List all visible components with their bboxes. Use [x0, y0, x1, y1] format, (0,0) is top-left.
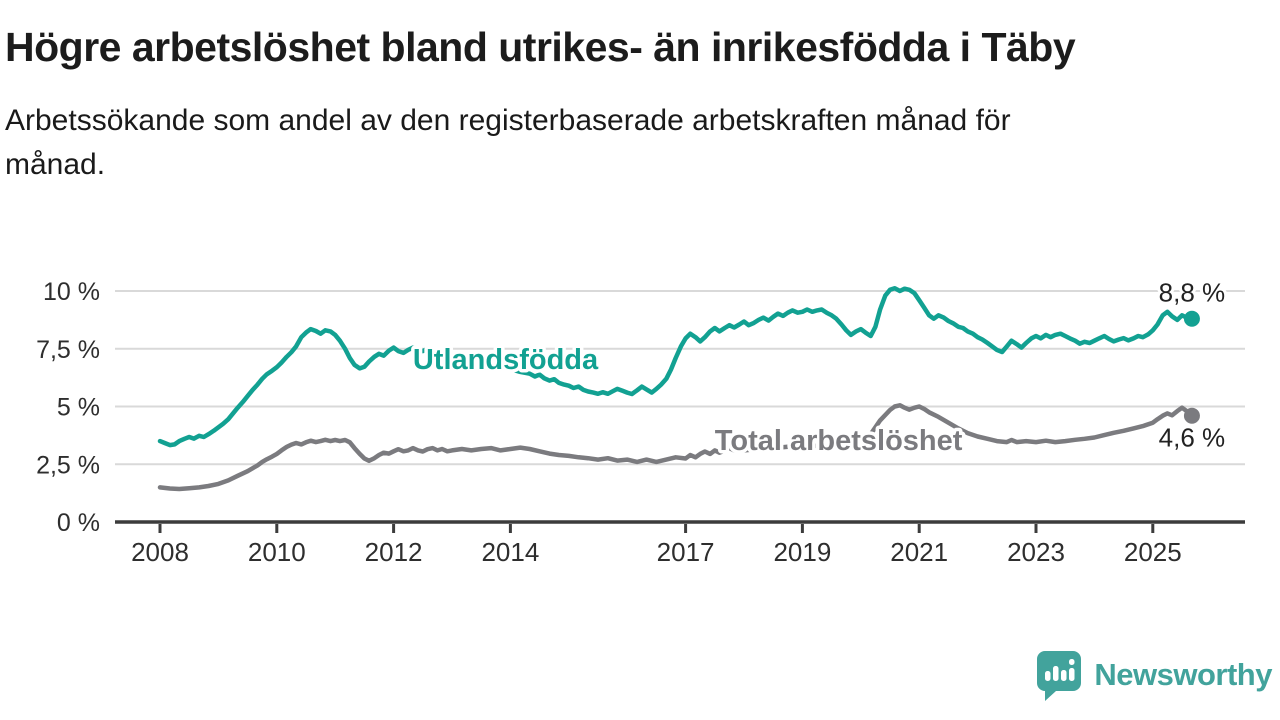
series-end-dot-total: [1183, 407, 1200, 424]
y-tick-label: 2,5 %: [36, 451, 100, 479]
y-tick-label: 10 %: [43, 278, 100, 306]
logo-bar-1: [1045, 671, 1051, 681]
logo-bar-2: [1053, 666, 1059, 681]
series-end-dot-utlandsfodda: [1183, 310, 1200, 327]
newsworthy-logo-icon: [1037, 651, 1082, 701]
y-tick-label: 7,5 %: [36, 336, 100, 364]
chart-subtitle: Arbetssökande som andel av den registerb…: [5, 104, 1011, 181]
end-value-label-utlandsfodda: 8,8 %: [1159, 278, 1226, 308]
series-label-utlandsfodda: Utlandsfödda: [413, 344, 599, 376]
logo-bar-3: [1061, 670, 1067, 681]
logo-exclamation-dot: [1069, 659, 1075, 665]
x-tick-label: 2008: [131, 537, 189, 567]
series-line-total: [157, 403, 1195, 492]
y-tick-label: 0 %: [57, 509, 100, 537]
x-tick-label: 2017: [657, 537, 715, 567]
y-tick-label: 5 %: [57, 394, 100, 422]
x-tick-label: 2021: [890, 537, 948, 567]
series-line-utlandsfodda: [157, 285, 1195, 448]
newsworthy-logo-text: Newsworthy: [1094, 657, 1272, 692]
x-tick-label: 2012: [365, 537, 423, 567]
logo-exclamation-bar: [1069, 668, 1075, 681]
series-label-total: Total arbetslöshet: [715, 425, 963, 457]
x-tick-label: 2019: [773, 537, 831, 567]
chart-header: Högre arbetslöshet bland utrikes- än inr…: [5, 24, 1270, 186]
x-tick-label: 2014: [481, 537, 539, 567]
end-value-label-total: 4,6 %: [1159, 423, 1226, 453]
newsworthy-branding: Newsworthy: [1034, 648, 1272, 702]
chart-title: Högre arbetslöshet bland utrikes- än inr…: [5, 24, 1076, 70]
x-tick-label: 2025: [1124, 537, 1182, 567]
x-tick-label: 2010: [248, 537, 306, 567]
x-tick-label: 2023: [1007, 537, 1065, 567]
